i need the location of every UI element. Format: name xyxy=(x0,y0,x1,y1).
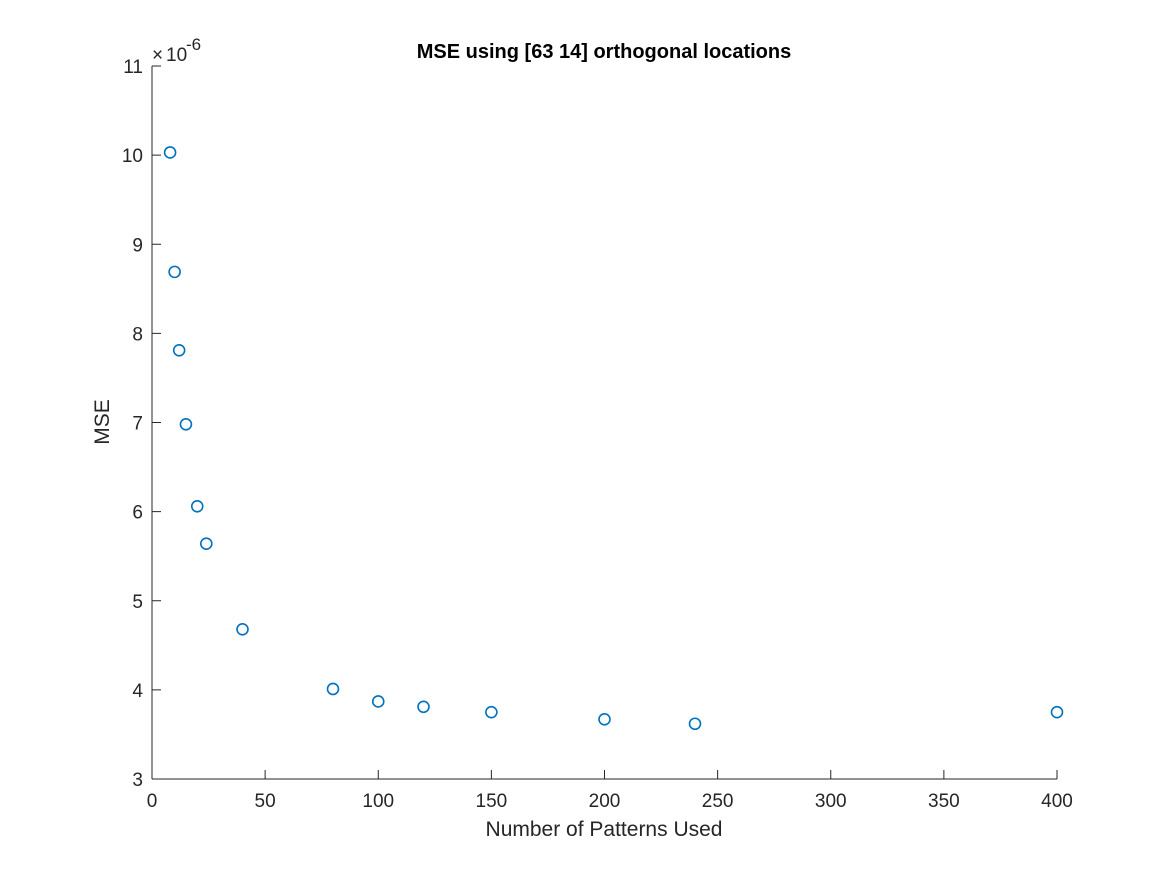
x-axis-title: Number of Patterns Used xyxy=(486,818,723,841)
data-point xyxy=(371,695,385,708)
data-point xyxy=(190,499,204,513)
x-tick-label: 0 xyxy=(147,791,158,812)
y-tick-label: 11 xyxy=(123,57,143,78)
data-point xyxy=(417,700,430,714)
y-tick-label: 9 xyxy=(132,235,143,256)
x-tick-label: 150 xyxy=(476,791,508,812)
data-point xyxy=(326,682,340,696)
y-tick-label: 4 xyxy=(132,681,143,702)
y-tick-label: 5 xyxy=(132,592,143,613)
x-ticks: 0 50 100 150 200 250 300 350 400 xyxy=(147,770,1073,812)
y-tick-label: 6 xyxy=(132,503,143,524)
data-point xyxy=(172,344,186,357)
y-multiplier-exponent: -6 xyxy=(186,35,201,54)
x-tick-label: 250 xyxy=(702,791,734,812)
y-axis-multiplier: × 10 -6 xyxy=(152,35,201,66)
x-tick-label: 100 xyxy=(362,791,394,812)
data-point xyxy=(236,622,249,636)
data-point xyxy=(1050,705,1064,719)
x-tick-label: 200 xyxy=(589,791,621,812)
data-point xyxy=(163,146,177,159)
chart-title: MSE using [63 14] orthogonal locations xyxy=(417,41,791,63)
data-point xyxy=(598,712,611,726)
y-multiplier-prefix: × xyxy=(152,45,163,66)
plot-area: 0 50 100 150 200 250 300 350 400 3 4 5 6 7 8 9 10 11 xyxy=(122,57,1073,812)
x-tick-label: 350 xyxy=(928,791,960,812)
x-tick-label: 50 xyxy=(255,791,276,812)
x-tick-label: 400 xyxy=(1041,791,1073,812)
x-tick-label: 300 xyxy=(815,791,847,812)
data-point xyxy=(485,705,498,719)
y-tick-label: 7 xyxy=(132,414,143,435)
y-tick-label: 8 xyxy=(132,324,143,345)
y-tick-label: 3 xyxy=(132,770,143,791)
data-point xyxy=(179,417,193,431)
y-multiplier-base: 10 xyxy=(166,45,187,66)
data-point xyxy=(168,265,181,279)
data-point xyxy=(200,537,213,551)
y-axis-title: MSE xyxy=(91,399,114,445)
y-tick-label: 10 xyxy=(122,146,143,167)
data-point xyxy=(688,717,702,731)
y-ticks: 3 4 5 6 7 8 9 10 11 xyxy=(122,57,161,791)
data-points xyxy=(163,146,1064,731)
